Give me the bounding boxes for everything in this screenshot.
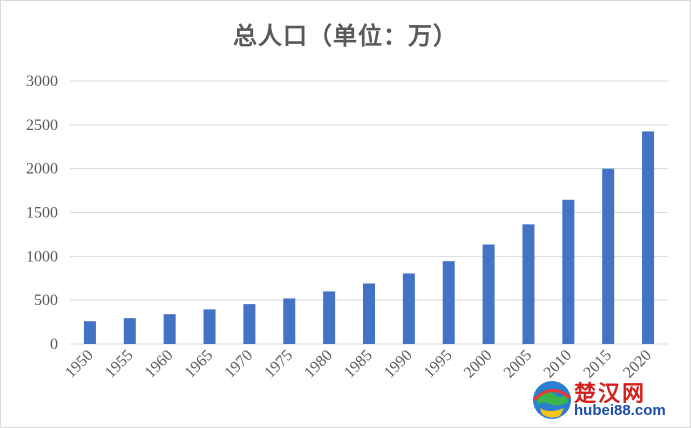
x-tick-label: 1960 [142, 347, 177, 382]
bar [163, 314, 176, 344]
y-tick-label: 3000 [26, 73, 58, 90]
chart-title: 总人口（单位：万） [233, 21, 458, 50]
bar [562, 199, 575, 344]
x-tick-label: 1955 [102, 347, 137, 382]
x-tick-label: 1995 [421, 347, 456, 382]
bar [123, 318, 136, 344]
bar [243, 304, 256, 344]
watermark: 楚汉网 hubei88.com [528, 374, 688, 426]
globe-logo-icon [532, 381, 571, 419]
bar [602, 168, 615, 344]
x-tick-label: 1965 [182, 347, 217, 382]
watermark-url: hubei88.com [574, 402, 666, 419]
bar [363, 283, 375, 344]
y-tick-label: 1000 [26, 248, 58, 265]
y-tick-label: 2500 [26, 117, 58, 134]
bar [482, 244, 495, 344]
x-tick-label: 1970 [222, 347, 257, 382]
y-tick-label: 500 [34, 292, 58, 309]
x-tick-label: 1985 [341, 347, 376, 382]
bar [442, 261, 455, 344]
x-tick-label: 1975 [261, 347, 296, 382]
bar [83, 321, 96, 344]
y-tick-label: 2000 [26, 161, 58, 178]
bar [323, 291, 336, 344]
y-tick-label: 0 [50, 336, 58, 353]
bar [522, 224, 535, 344]
x-tick-label: 1980 [301, 347, 336, 382]
y-tick-label: 1500 [26, 205, 58, 222]
bar [642, 131, 655, 344]
x-tick-label: 2000 [461, 347, 496, 382]
bar [402, 273, 415, 344]
x-tick-label: 1990 [381, 347, 416, 382]
bar [203, 309, 216, 344]
watermark-brand: 楚汉网 [574, 382, 647, 407]
bar [283, 298, 296, 344]
x-tick-label: 1950 [62, 347, 97, 382]
